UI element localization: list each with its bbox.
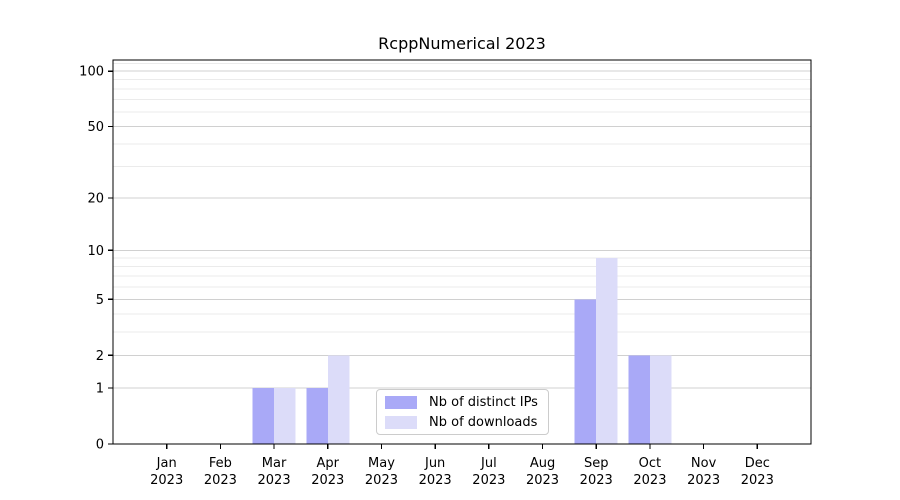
- x-tick-label: Jan 2023: [150, 456, 183, 488]
- x-tick-label: Mar 2023: [258, 456, 291, 488]
- y-tick-label: 10: [87, 244, 104, 259]
- plot-border: [112, 59, 812, 445]
- bar: [628, 355, 650, 444]
- y-tick-label: 50: [87, 120, 104, 135]
- legend-label-distinct-ips: Nb of distinct IPs: [429, 394, 538, 410]
- x-axis: Jan 2023 Feb 2023 Mar 2023 Apr 2023 May 2023 Jun 20…: [150, 444, 774, 488]
- y-tick-label: 5: [96, 293, 104, 308]
- x-tick-label: Dec 2023: [741, 456, 774, 488]
- x-tick-label: Oct 2023: [633, 456, 666, 488]
- bars-nb-of-downloads: [274, 257, 672, 444]
- bars-nb-of-distinct-ips: [252, 299, 650, 444]
- bar: [274, 388, 296, 444]
- x-tick-label: Jun 2023: [419, 456, 452, 488]
- minor-gridlines: [113, 63, 811, 333]
- legend: Nb of distinct IPs Nb of downloads: [376, 389, 549, 435]
- bar: [596, 257, 618, 444]
- chart-title: RcppNumerical 2023: [378, 34, 546, 53]
- legend-swatch-distinct-ips: [385, 395, 417, 409]
- legend-item-downloads: Nb of downloads: [385, 415, 540, 430]
- legend-item-distinct-ips: Nb of distinct IPs: [385, 395, 540, 410]
- x-tick-label: Feb 2023: [204, 456, 237, 488]
- y-axis: 0 1 2 5 10 20 50 100: [79, 65, 113, 453]
- y-tick-label: 1: [96, 382, 104, 397]
- x-tick-label: Sep 2023: [580, 456, 613, 488]
- y-tick-label: 100: [79, 65, 104, 80]
- y-tick-label: 0: [96, 438, 104, 453]
- bar: [306, 388, 328, 444]
- y-tick-label: 20: [87, 192, 104, 207]
- bar: [252, 388, 275, 444]
- x-tick-label: May 2023: [365, 456, 398, 488]
- legend-label-downloads: Nb of downloads: [429, 414, 538, 430]
- legend-swatch-downloads: [385, 415, 417, 429]
- x-tick-label: Jul 2023: [472, 456, 505, 488]
- bar: [574, 299, 597, 444]
- x-tick-label: Nov 2023: [687, 456, 720, 488]
- x-tick-label: Aug 2023: [526, 456, 559, 488]
- bar: [327, 355, 350, 444]
- y-tick-label: 2: [96, 349, 104, 364]
- x-tick-label: Apr 2023: [311, 456, 344, 488]
- bar: [649, 355, 672, 444]
